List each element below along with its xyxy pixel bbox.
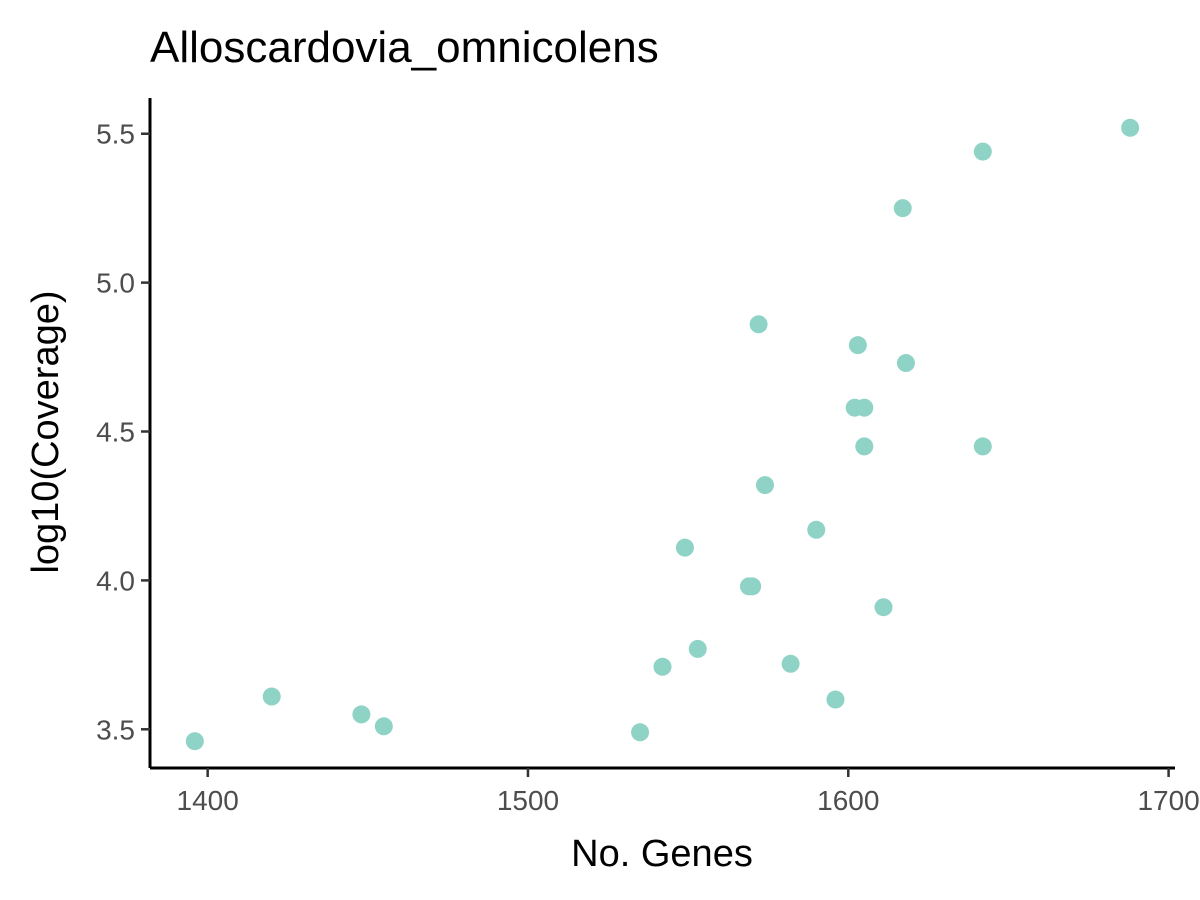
x-tick-label: 1700 xyxy=(1137,785,1199,816)
y-tick-label: 4.5 xyxy=(96,417,135,448)
chart-title: Alloscardovia_omnicolens xyxy=(150,23,659,72)
ticks-layer: 1400 1500 1600 1700 3.5 4.0 4.5 5.0 5.5 xyxy=(96,119,1200,816)
data-point xyxy=(1121,118,1140,137)
data-point xyxy=(807,520,826,539)
data-point xyxy=(743,577,762,596)
data-point xyxy=(185,732,204,751)
data-point xyxy=(874,598,893,617)
data-point xyxy=(374,717,393,736)
data-point xyxy=(781,654,800,673)
data-point xyxy=(893,199,912,218)
data-point xyxy=(973,142,992,161)
x-tick-label: 1600 xyxy=(817,785,879,816)
data-point xyxy=(631,723,650,742)
data-point xyxy=(756,476,774,495)
data-point xyxy=(855,398,874,417)
axes-layer xyxy=(148,98,1175,770)
data-point xyxy=(262,687,281,706)
data-point xyxy=(688,639,707,658)
data-point xyxy=(855,437,874,456)
data-point xyxy=(749,315,768,334)
x-tick-label: 1400 xyxy=(177,785,239,816)
y-axis-title: log10(Coverage) xyxy=(25,290,67,573)
data-point xyxy=(653,657,672,676)
y-tick-label: 4.0 xyxy=(96,565,135,596)
data-point xyxy=(896,354,915,373)
points-layer xyxy=(185,118,1140,751)
data-point xyxy=(352,705,371,724)
x-axis-title: No. Genes xyxy=(571,833,753,875)
y-tick-label: 5.5 xyxy=(96,119,135,150)
data-point xyxy=(826,690,845,709)
y-tick-label: 3.5 xyxy=(96,714,135,745)
y-tick-label: 5.0 xyxy=(96,268,135,299)
data-point xyxy=(848,336,867,355)
x-tick-label: 1500 xyxy=(497,785,559,816)
data-point xyxy=(675,538,694,557)
data-point xyxy=(973,437,992,456)
